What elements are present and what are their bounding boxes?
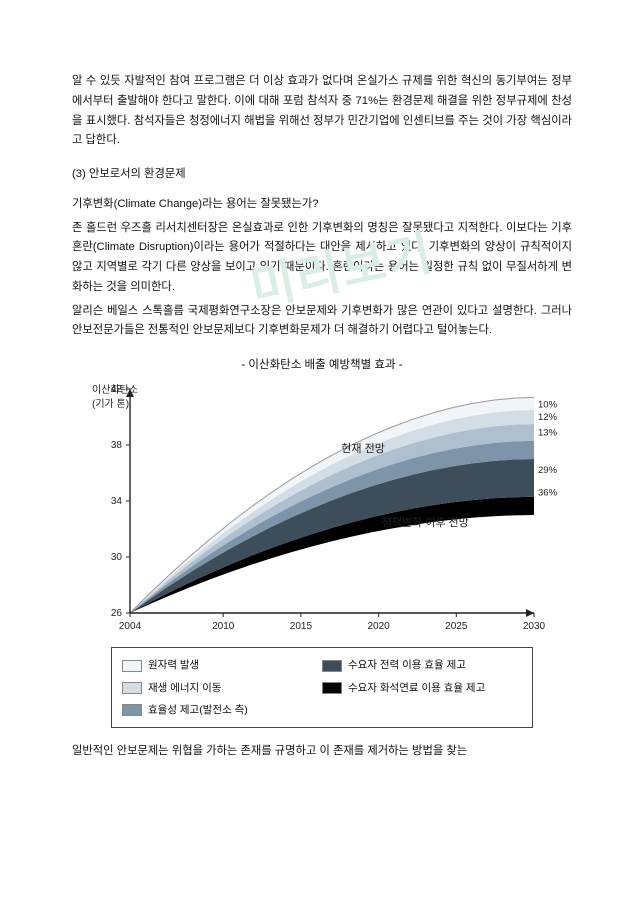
legend-label: 원자력 발생 bbox=[148, 656, 199, 674]
legend-label: 수요자 화석연료 이용 효율 제고 bbox=[348, 679, 485, 697]
paragraph-1: 알 수 있듯 자발적인 참여 프로그램은 더 이상 효과가 없다며 온실가스 규… bbox=[72, 72, 572, 151]
paragraph-2b: 존 홀드런 우즈홀 리서치센터장은 온실효과로 인한 기후변화의 명칭은 잘못됐… bbox=[72, 219, 572, 298]
svg-text:26: 26 bbox=[111, 608, 123, 619]
paragraph-3: 일반적인 안보문제는 위협을 가하는 존재를 규명하고 이 존재를 제거하는 방… bbox=[72, 742, 572, 762]
chart-legend: 원자력 발생 수요자 전력 이용 효율 제고 재생 에너지 이동 수요자 화석연… bbox=[111, 647, 533, 728]
legend-swatch-icon bbox=[122, 704, 142, 716]
legend-label: 재생 에너지 이동 bbox=[148, 679, 221, 697]
legend-swatch-icon bbox=[122, 682, 142, 694]
svg-text:2004: 2004 bbox=[119, 621, 142, 632]
svg-text:이산화탄소: 이산화탄소 bbox=[92, 384, 138, 396]
svg-text:현재 전망: 현재 전망 bbox=[341, 442, 385, 455]
legend-item: 효율성 제고(발전소 측) bbox=[122, 701, 322, 719]
svg-text:12%: 12% bbox=[538, 412, 558, 423]
svg-text:2030: 2030 bbox=[523, 621, 546, 632]
paragraph-2c: 알리슨 베일스 스톡홀름 국제평화연구소장은 안보문제와 기후변화가 많은 연관… bbox=[72, 302, 572, 342]
legend-label: 효율성 제고(발전소 측) bbox=[148, 701, 248, 719]
svg-text:2020: 2020 bbox=[367, 621, 390, 632]
chart-container: 2630343842200420102015202020252030이산화탄소(… bbox=[72, 381, 572, 641]
co2-area-chart: 2630343842200420102015202020252030이산화탄소(… bbox=[72, 381, 572, 641]
svg-text:38: 38 bbox=[111, 440, 123, 451]
legend-swatch-icon bbox=[322, 660, 342, 672]
svg-text:29%: 29% bbox=[538, 466, 558, 477]
svg-text:13%: 13% bbox=[538, 428, 558, 439]
section-heading: (3) 안보로서의 환경문제 bbox=[72, 165, 572, 185]
legend-label: 수요자 전력 이용 효율 제고 bbox=[348, 656, 466, 674]
svg-text:2010: 2010 bbox=[212, 621, 235, 632]
paragraph-2a: 기후변화(Climate Change)라는 용어는 잘못됐는가? bbox=[72, 195, 572, 215]
legend-item: 수요자 화석연료 이용 효율 제고 bbox=[322, 679, 522, 697]
legend-item: 재생 에너지 이동 bbox=[122, 679, 322, 697]
chart-title: - 이산화탄소 배출 예방책별 효과 - bbox=[72, 355, 572, 375]
svg-text:30: 30 bbox=[111, 552, 123, 563]
svg-text:36%: 36% bbox=[538, 488, 558, 499]
svg-text:10%: 10% bbox=[538, 400, 558, 411]
svg-text:34: 34 bbox=[111, 496, 123, 507]
svg-text:2015: 2015 bbox=[290, 621, 313, 632]
legend-item: 수요자 전력 이용 효율 제고 bbox=[322, 656, 522, 674]
svg-text:2025: 2025 bbox=[445, 621, 468, 632]
legend-item: 원자력 발생 bbox=[122, 656, 322, 674]
svg-text:(기가 톤): (기가 톤) bbox=[92, 398, 129, 410]
legend-swatch-icon bbox=[322, 682, 342, 694]
legend-swatch-icon bbox=[122, 660, 142, 672]
svg-text:정책변화 이후 전망: 정책변화 이후 전망 bbox=[382, 517, 469, 530]
document-page: 미리보기 알 수 있듯 자발적인 참여 프로그램은 더 이상 효과가 없다며 온… bbox=[0, 0, 640, 905]
